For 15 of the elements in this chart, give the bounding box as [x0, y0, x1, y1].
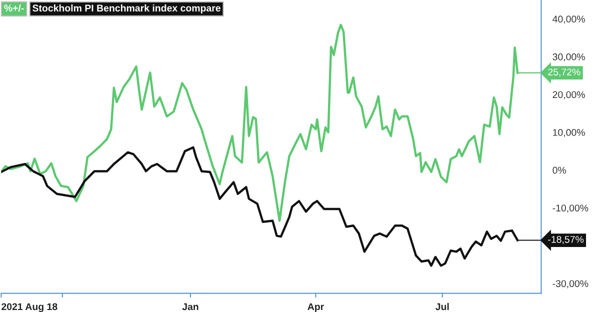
x-tick-label: 2021 Aug 18: [2, 303, 58, 312]
y-tick-label: 30,00%: [552, 53, 585, 62]
data-label: 25,72%: [548, 68, 580, 77]
y-tick-label: 0%: [552, 166, 566, 174]
y-tick-label: 10,00%: [553, 129, 585, 138]
y-tick-label: -30,00%: [552, 280, 588, 288]
x-tick-label: Jul: [436, 303, 449, 310]
y-tick-label: 20,00%: [552, 91, 585, 100]
x-tick-label: Apr: [308, 303, 324, 312]
data-label: -18,57%: [548, 236, 584, 244]
y-tick-label: -10,00%: [552, 204, 588, 213]
x-tick-label: Jan: [182, 303, 198, 310]
text: Stockholm PI Benchmark index compare: [32, 4, 220, 14]
y-tick-label: 40,00%: [552, 16, 585, 24]
text: %+/-: [4, 4, 24, 12]
